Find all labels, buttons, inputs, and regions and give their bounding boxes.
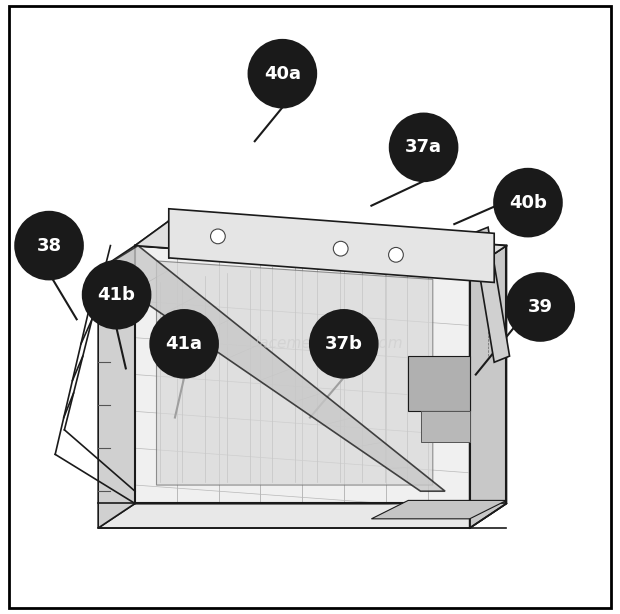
Polygon shape	[98, 503, 507, 528]
Text: 37a: 37a	[405, 138, 442, 157]
Text: 41a: 41a	[166, 335, 203, 353]
Polygon shape	[420, 411, 469, 442]
Text: 40b: 40b	[509, 193, 547, 212]
Polygon shape	[98, 246, 135, 528]
Circle shape	[249, 40, 316, 107]
Circle shape	[389, 247, 404, 262]
Circle shape	[211, 229, 225, 244]
Text: 41b: 41b	[98, 286, 136, 304]
Text: 40a: 40a	[264, 64, 301, 83]
Circle shape	[151, 310, 218, 378]
Polygon shape	[469, 246, 507, 528]
Text: 38: 38	[37, 236, 61, 255]
Polygon shape	[472, 227, 510, 362]
Polygon shape	[371, 500, 507, 519]
Polygon shape	[135, 221, 507, 270]
Circle shape	[310, 310, 378, 378]
Circle shape	[390, 114, 458, 181]
Polygon shape	[98, 246, 445, 491]
Text: eReplacementParts.com: eReplacementParts.com	[216, 336, 404, 351]
Text: 37b: 37b	[325, 335, 363, 353]
Polygon shape	[135, 246, 469, 503]
Circle shape	[494, 169, 562, 236]
Polygon shape	[169, 209, 494, 282]
Polygon shape	[156, 261, 433, 485]
Polygon shape	[408, 356, 469, 411]
Text: 39: 39	[528, 298, 553, 316]
Circle shape	[334, 241, 348, 256]
Circle shape	[83, 261, 151, 328]
Circle shape	[16, 212, 83, 279]
Circle shape	[507, 273, 574, 341]
